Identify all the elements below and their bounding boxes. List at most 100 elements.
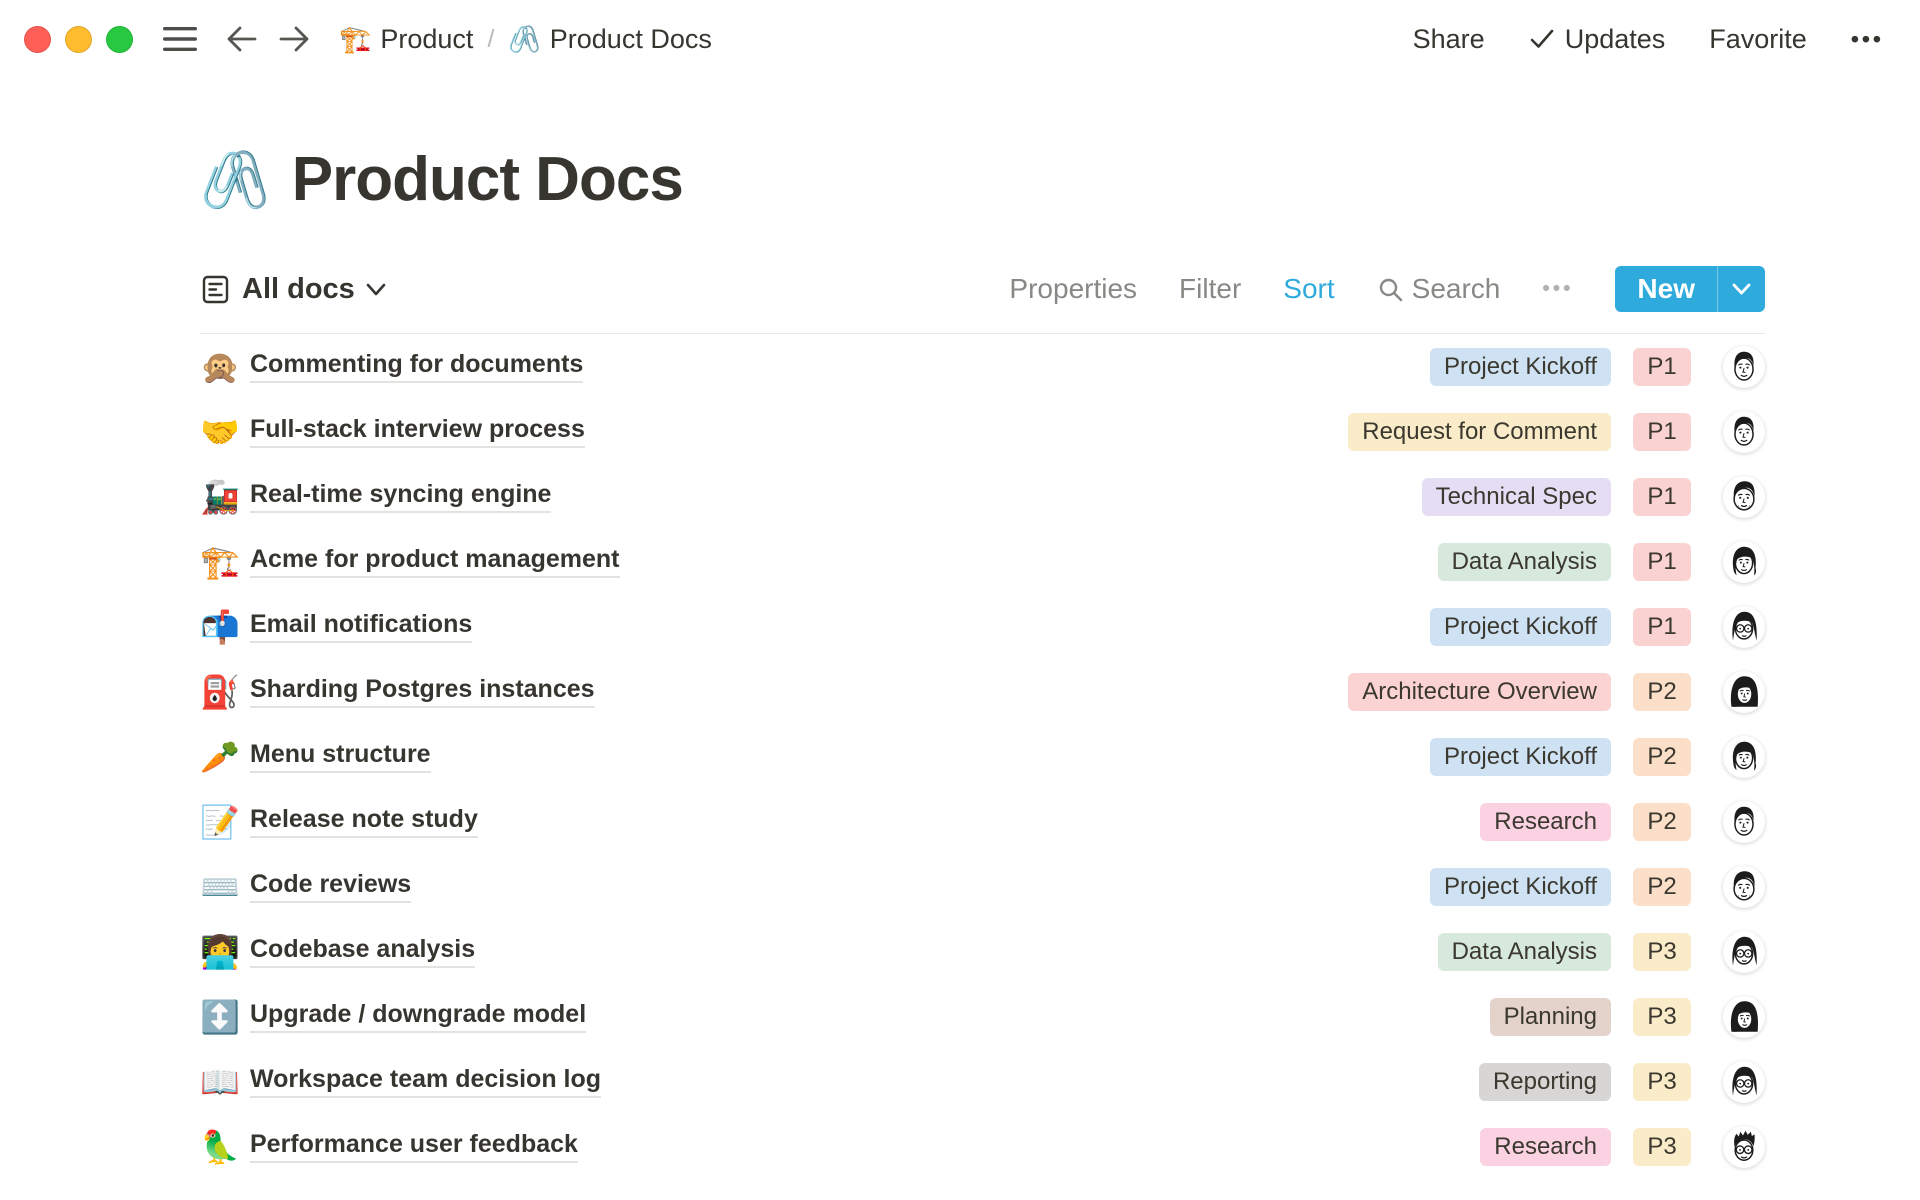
table-row[interactable]: 🤝 Full-stack interview process Request f… (200, 399, 1765, 464)
table-row[interactable]: 🥕 Menu structure Project Kickoff P2 (200, 724, 1765, 789)
priority-badge[interactable]: P2 (1633, 867, 1691, 906)
table-row[interactable]: 🏗️ Acme for product management Data Anal… (200, 529, 1765, 594)
doc-type-tag[interactable]: Research (1480, 1127, 1611, 1166)
table-row[interactable]: 📖 Workspace team decision log Reporting … (200, 1049, 1765, 1114)
doc-title-link[interactable]: Acme for product management (250, 545, 620, 578)
priority-badge[interactable]: P3 (1633, 932, 1691, 971)
doc-emoji-icon: 🤝 (200, 413, 240, 450)
updates-button[interactable]: Updates (1529, 24, 1665, 55)
doc-type-tag[interactable]: Data Analysis (1437, 542, 1611, 581)
assignee-avatar-man-dark-hair[interactable] (1723, 800, 1765, 843)
close-window-button[interactable] (24, 25, 51, 53)
doc-type-tag[interactable]: Reporting (1478, 1062, 1611, 1101)
breadcrumb-label: Product (380, 23, 474, 54)
doc-title-link[interactable]: Release note study (250, 805, 478, 838)
doc-title-link[interactable]: Upgrade / downgrade model (250, 1000, 587, 1033)
priority-badge[interactable]: P3 (1633, 1127, 1691, 1166)
filter-button[interactable]: Filter (1179, 273, 1242, 304)
doc-type-tag[interactable]: Project Kickoff (1430, 867, 1611, 906)
doc-title-link[interactable]: Full-stack interview process (250, 415, 585, 448)
search-icon (1377, 276, 1404, 303)
table-more-options-icon[interactable]: ••• (1542, 277, 1574, 300)
view-switcher-all-docs[interactable]: All docs (200, 273, 386, 306)
doc-title-link[interactable]: Sharding Postgres instances (250, 675, 595, 708)
assignee-avatar-person-glasses-long-hair[interactable] (1723, 930, 1765, 973)
priority-badge[interactable]: P1 (1633, 607, 1691, 646)
assignee-avatar-man-stubble[interactable] (1723, 865, 1765, 908)
priority-badge[interactable]: P1 (1633, 477, 1691, 516)
breadcrumb-item-product-docs[interactable]: 🖇️ Product Docs (508, 24, 711, 55)
paperclips-emoji-icon: 🖇️ (508, 23, 541, 54)
doc-type-tag[interactable]: Technical Spec (1421, 477, 1611, 516)
priority-badge[interactable]: P2 (1633, 802, 1691, 841)
doc-title-link[interactable]: Codebase analysis (250, 935, 476, 968)
assignee-avatar-woman-dark-bob[interactable] (1723, 670, 1765, 713)
chevron-down-icon (366, 283, 386, 296)
new-button[interactable]: New (1637, 273, 1695, 304)
doc-emoji-icon: ↕️ (200, 998, 240, 1035)
check-icon (1529, 27, 1555, 51)
search-button[interactable]: Search (1377, 273, 1501, 305)
doc-type-tag[interactable]: Request for Comment (1348, 412, 1611, 451)
back-arrow-icon[interactable] (225, 23, 259, 55)
table-row[interactable]: ⛽ Sharding Postgres instances Architectu… (200, 659, 1765, 724)
assignee-avatar-man-glasses-spiky[interactable] (1723, 1125, 1765, 1168)
table-row[interactable]: 🙊 Commenting for documents Project Kicko… (200, 334, 1765, 399)
doc-title-link[interactable]: Commenting for documents (250, 350, 584, 383)
doc-title-link[interactable]: Email notifications (250, 610, 473, 643)
new-button-dropdown[interactable] (1717, 266, 1765, 312)
priority-badge[interactable]: P2 (1633, 737, 1691, 776)
doc-emoji-icon: 👩‍💻 (200, 933, 240, 970)
doc-type-tag[interactable]: Project Kickoff (1430, 347, 1611, 386)
table-row[interactable]: 🦜 Performance user feedback Research P3 (200, 1114, 1765, 1179)
doc-type-tag[interactable]: Research (1480, 802, 1611, 841)
priority-badge[interactable]: P1 (1633, 412, 1691, 451)
new-button-group: New (1615, 266, 1765, 312)
priority-badge[interactable]: P1 (1633, 542, 1691, 581)
doc-type-tag[interactable]: Architecture Overview (1348, 672, 1611, 711)
priority-badge[interactable]: P1 (1633, 347, 1691, 386)
table-row[interactable]: 🚂 Real-time syncing engine Technical Spe… (200, 464, 1765, 529)
table-row[interactable]: 📬 Email notifications Project Kickoff P1 (200, 594, 1765, 659)
search-label: Search (1411, 273, 1501, 304)
window-controls (24, 25, 133, 53)
doc-type-tag[interactable]: Planning (1489, 997, 1611, 1036)
priority-badge[interactable]: P2 (1633, 672, 1691, 711)
sort-button[interactable]: Sort (1283, 273, 1335, 304)
priority-badge[interactable]: P3 (1633, 1062, 1691, 1101)
assignee-avatar-woman-wavy[interactable] (1723, 540, 1765, 583)
doc-type-tag[interactable]: Project Kickoff (1430, 737, 1611, 776)
favorite-button[interactable]: Favorite (1709, 24, 1807, 55)
table-row[interactable]: 📝 Release note study Research P2 (200, 789, 1765, 854)
properties-button[interactable]: Properties (1009, 273, 1138, 304)
assignee-avatar-person-glasses-long-hair[interactable] (1723, 1060, 1765, 1103)
doc-title-link[interactable]: Performance user feedback (250, 1130, 578, 1163)
more-options-icon[interactable]: ••• (1850, 25, 1884, 52)
priority-badge[interactable]: P3 (1633, 997, 1691, 1036)
doc-title-link[interactable]: Menu structure (250, 740, 431, 773)
share-button[interactable]: Share (1413, 24, 1485, 55)
doc-emoji-icon: 🚂 (200, 478, 240, 515)
page-icon-paperclips[interactable]: 🖇️ (200, 147, 270, 211)
sidebar-menu-icon[interactable] (163, 26, 197, 52)
forward-arrow-icon[interactable] (277, 23, 311, 55)
assignee-avatar-man-stubble[interactable] (1723, 475, 1765, 518)
minimize-window-button[interactable] (65, 25, 92, 53)
assignee-avatar-woman-wavy[interactable] (1723, 735, 1765, 778)
doc-title-link[interactable]: Real-time syncing engine (250, 480, 552, 513)
doc-type-tag[interactable]: Project Kickoff (1430, 607, 1611, 646)
table-row[interactable]: ↕️ Upgrade / downgrade model Planning P3 (200, 984, 1765, 1049)
table-top-divider (200, 333, 1765, 334)
doc-title-link[interactable]: Workspace team decision log (250, 1065, 602, 1098)
doc-title-link[interactable]: Code reviews (250, 870, 412, 903)
assignee-avatar-woman-dark-bob[interactable] (1723, 995, 1765, 1038)
breadcrumb-item-product[interactable]: 🏗️ Product (339, 24, 473, 55)
doc-emoji-icon: 🙊 (200, 348, 240, 385)
assignee-avatar-man-dark-hair[interactable] (1723, 345, 1765, 388)
doc-type-tag[interactable]: Data Analysis (1437, 932, 1611, 971)
table-row[interactable]: 👩‍💻 Codebase analysis Data Analysis P3 (200, 919, 1765, 984)
table-row[interactable]: ⌨️ Code reviews Project Kickoff P2 (200, 854, 1765, 919)
zoom-window-button[interactable] (106, 25, 133, 53)
assignee-avatar-man-dark-hair[interactable] (1723, 410, 1765, 453)
assignee-avatar-person-glasses-long-hair[interactable] (1723, 605, 1765, 648)
